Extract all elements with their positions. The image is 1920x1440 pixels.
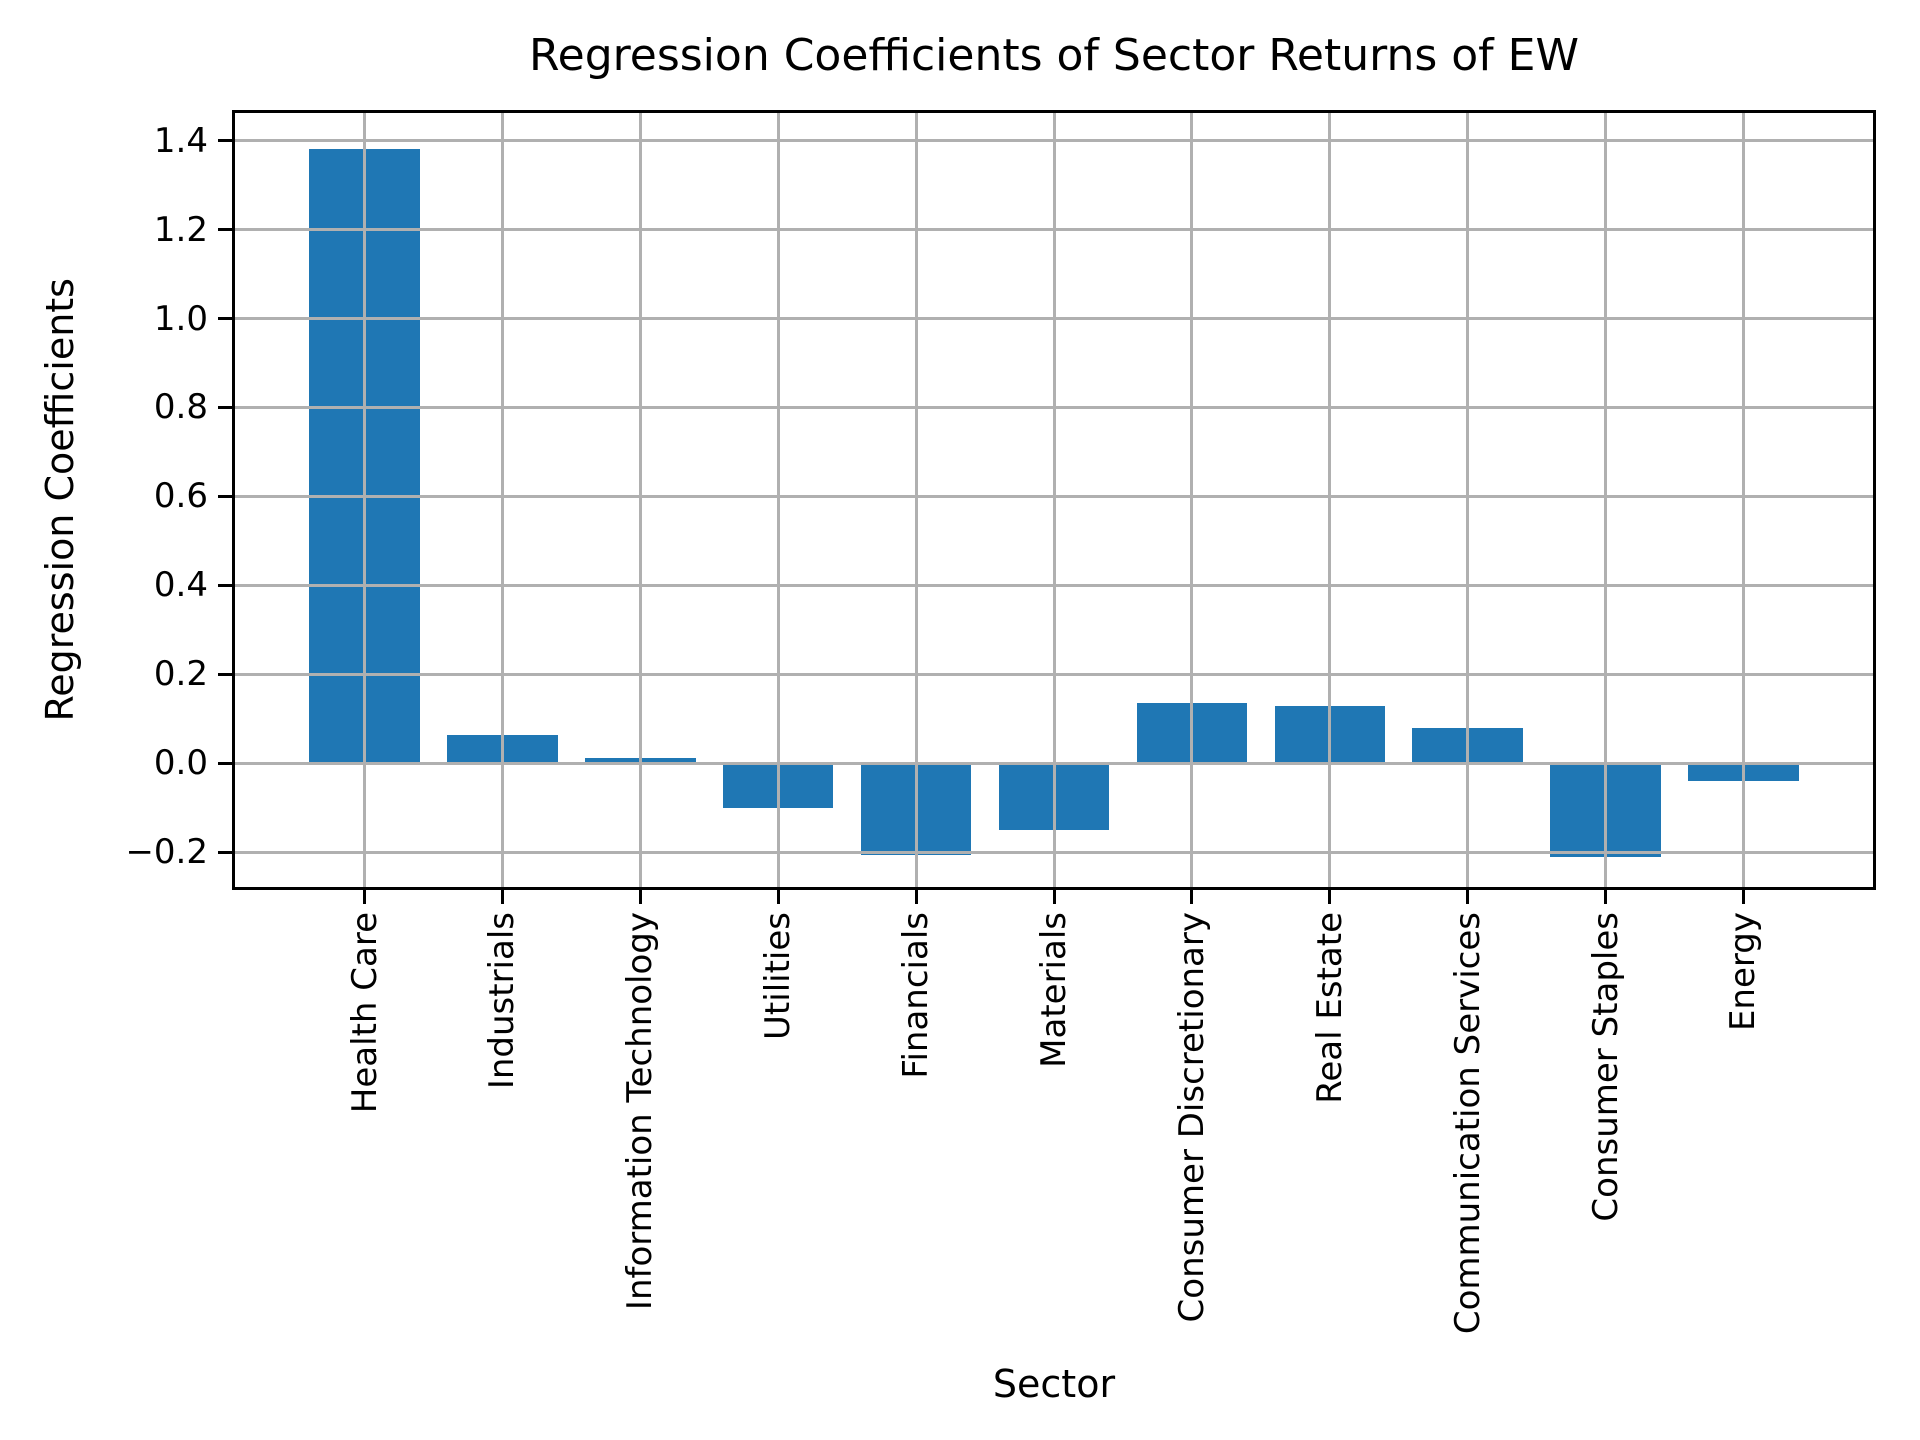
gridline-vertical xyxy=(1604,113,1607,887)
x-tick-label: Consumer Staples xyxy=(1566,912,1646,1222)
gridline-vertical xyxy=(1190,113,1194,887)
y-tick-mark xyxy=(218,139,232,143)
x-tick-label-text: Energy xyxy=(1723,912,1764,1032)
x-tick-mark xyxy=(363,890,367,904)
x-tick-label-text: Consumer Staples xyxy=(1585,912,1626,1222)
y-tick-mark xyxy=(218,850,232,854)
x-tick-mark xyxy=(1328,890,1332,904)
chart-title: Regression Coefficients of Sector Return… xyxy=(529,30,1579,81)
x-tick-mark xyxy=(1190,890,1194,904)
x-tick-mark xyxy=(1466,890,1470,904)
x-tick-label: Energy xyxy=(1703,912,1783,1031)
gridline-horizontal xyxy=(235,761,1873,765)
gridline-vertical xyxy=(363,113,367,887)
x-tick-label-text: Materials xyxy=(1034,912,1074,1068)
y-tick-mark xyxy=(218,761,232,765)
x-tick-label: Utilities xyxy=(738,912,818,1040)
y-tick-label: 1.0 xyxy=(153,298,208,339)
y-tick-label: 0.2 xyxy=(153,654,208,695)
gridline-vertical xyxy=(500,113,504,887)
x-tick-mark xyxy=(776,890,780,904)
x-tick-label-text: Consumer Discretionary xyxy=(1171,912,1212,1323)
x-tick-mark xyxy=(1052,890,1056,904)
y-tick-label: 0.8 xyxy=(153,387,208,428)
x-tick-label-text: Communication Services xyxy=(1447,912,1488,1335)
x-axis-label: Sector xyxy=(992,1362,1116,1406)
y-tick-label: 1.2 xyxy=(153,209,208,250)
gridline-horizontal xyxy=(235,494,1873,498)
x-tick-label: Health Care xyxy=(325,912,405,1113)
gridline-vertical xyxy=(1052,113,1056,887)
x-tick-mark xyxy=(1741,890,1745,904)
x-tick-label: Industrials xyxy=(462,912,542,1089)
x-tick-label-text: Health Care xyxy=(344,912,385,1114)
plot-area xyxy=(232,110,1876,890)
x-tick-label: Materials xyxy=(1014,912,1094,1068)
y-tick-label: 0.4 xyxy=(153,565,208,606)
y-tick-mark xyxy=(218,583,232,587)
y-tick-label: −0.2 xyxy=(125,832,208,873)
x-tick-mark xyxy=(914,890,918,904)
x-tick-mark xyxy=(500,890,504,904)
x-tick-label-text: Information Technology xyxy=(620,912,661,1311)
x-tick-label-text: Utilities xyxy=(758,912,799,1040)
x-tick-label: Financials xyxy=(876,912,956,1079)
x-tick-label: Consumer Discretionary xyxy=(1152,912,1232,1322)
y-tick-mark xyxy=(218,672,232,676)
y-tick-mark xyxy=(218,317,232,320)
gridline-vertical xyxy=(914,113,918,887)
x-tick-mark xyxy=(1604,890,1607,904)
gridline-vertical xyxy=(1741,113,1745,887)
gridline-horizontal xyxy=(235,317,1873,320)
x-tick-label-text: Financials xyxy=(896,912,937,1079)
y-tick-mark xyxy=(218,494,232,498)
gridline-horizontal xyxy=(235,228,1873,232)
gridline-vertical xyxy=(776,113,780,887)
y-tick-label: 0.0 xyxy=(153,743,208,784)
gridline-vertical xyxy=(638,113,642,887)
x-tick-label: Communication Services xyxy=(1428,912,1508,1334)
x-tick-label: Information Technology xyxy=(600,912,680,1310)
y-tick-mark xyxy=(218,405,232,409)
gridline-horizontal xyxy=(235,583,1873,587)
x-tick-label-text: Real Estate xyxy=(1309,912,1350,1104)
y-tick-label: 0.6 xyxy=(153,476,208,517)
gridline-horizontal xyxy=(235,672,1873,676)
gridline-vertical xyxy=(1466,113,1470,887)
y-tick-label: 1.4 xyxy=(153,120,208,161)
gridline-horizontal xyxy=(235,139,1873,143)
gridline-horizontal xyxy=(235,850,1873,854)
x-tick-label-text: Industrials xyxy=(482,912,523,1090)
x-tick-mark xyxy=(638,890,642,904)
gridline-horizontal xyxy=(235,405,1873,409)
gridline-vertical xyxy=(1328,113,1332,887)
x-tick-label: Real Estate xyxy=(1290,912,1370,1104)
y-tick-mark xyxy=(218,228,232,232)
